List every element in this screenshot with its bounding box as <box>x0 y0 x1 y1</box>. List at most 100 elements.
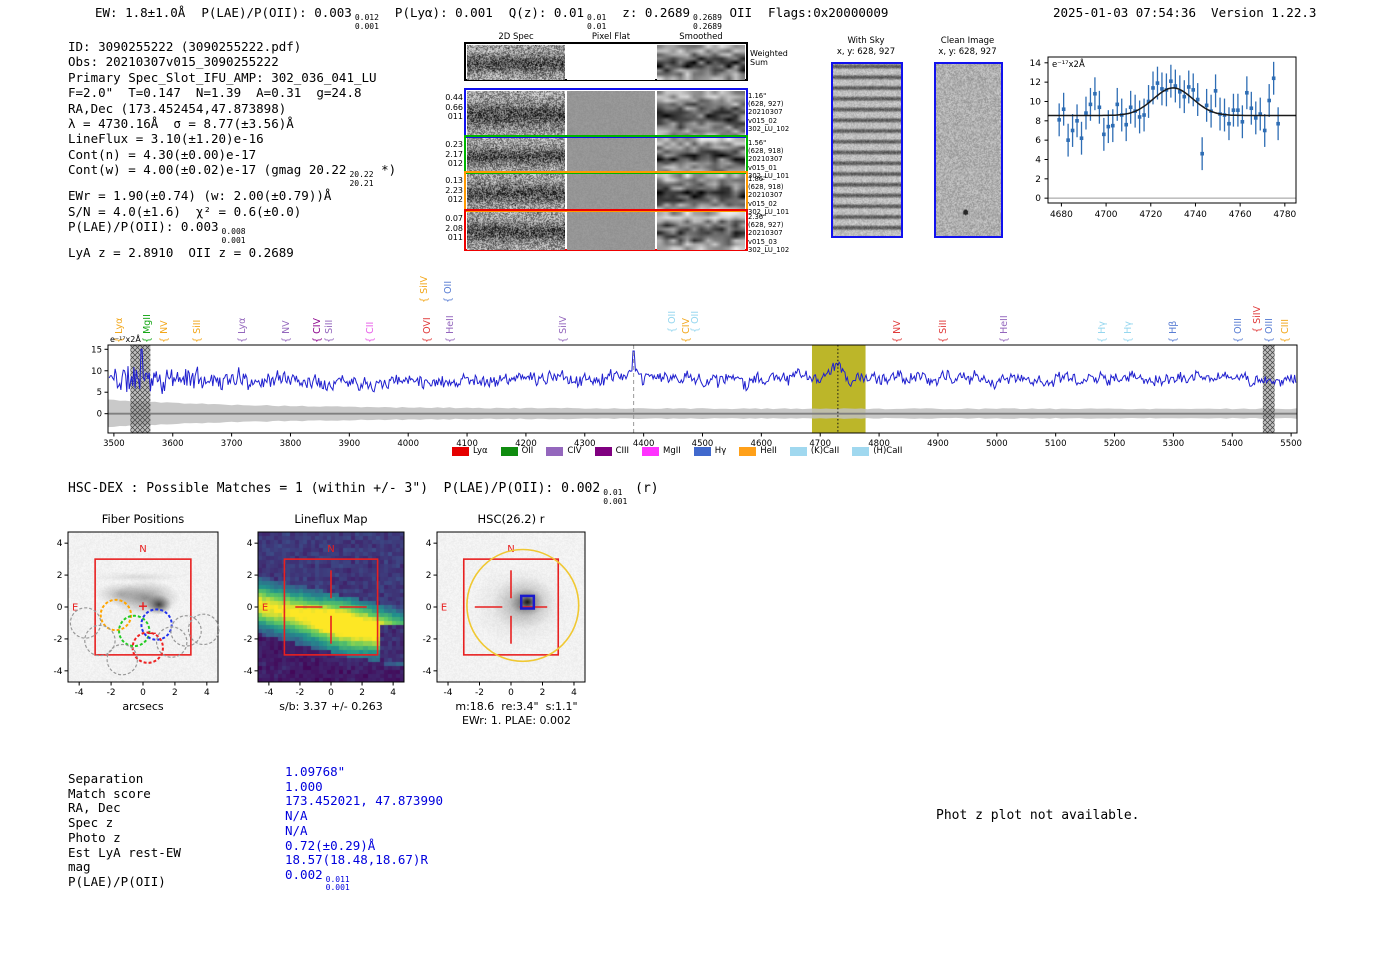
info-line-4: RA,Dec (173.452454,47.873898) <box>68 100 287 116</box>
y-tick-label: -2 <box>423 635 432 645</box>
data-point <box>1128 105 1133 110</box>
cutout-row-border-3 <box>464 171 748 212</box>
line-label-OVI: { OVI <box>422 317 434 343</box>
cutout-right-labels-2: 1.56" (628, 918) 20210307 v015_01 302_LU_101 <box>748 139 800 180</box>
lineflux-map-panel: Lineflux Map -4 -4 -2 -2 0 0 2 2 4 4 N E s/b: 3.37 … <box>242 510 420 735</box>
match-value-0: 1.09768" <box>285 764 346 779</box>
legend-item-MgII: MgII <box>642 446 681 456</box>
cutout-right-label: (628, 918) <box>748 183 784 192</box>
legend-swatch <box>642 446 660 456</box>
full-spectrum-plot: 3500 3600 3700 3800 3900 4000 4100 4200 4300 4400… <box>60 265 1350 465</box>
cutout-left-label: 0.44 <box>445 93 463 102</box>
y-tick-label: 0 <box>97 410 102 420</box>
cutout-right-label: 302_LU_102 <box>748 124 790 133</box>
cutout-row-border-2 <box>464 135 748 174</box>
legend-item-CIV: CIV <box>546 446 582 456</box>
data-point <box>1066 138 1070 142</box>
cutout-image-r2c0 <box>467 138 565 173</box>
ifu-box <box>283 558 379 656</box>
value-uncertainty: 0.008 0.001 <box>222 228 246 245</box>
cutout-row-border-4 <box>464 209 748 251</box>
legend-swatch <box>500 446 518 456</box>
legend-label: MgII <box>663 446 681 456</box>
value-uncertainty: 0.011 0.001 <box>325 875 350 893</box>
line-label-NV: { NV <box>280 320 292 343</box>
header-part-0: EW: 1.8±1.0Å <box>95 5 186 20</box>
cutout-left-label: 012 <box>447 195 463 204</box>
y-tick-label: 2 <box>1035 175 1041 185</box>
gaussian-fit-curve <box>1048 87 1296 117</box>
x-tick-label: 4100 <box>456 439 478 449</box>
info-line-9: EWr = 1.90(±0.74) (w: 2.00(±0.79))Å <box>68 188 332 204</box>
match-label-6: mag <box>68 859 91 875</box>
cutout-right-label: (628, 927) <box>748 100 784 109</box>
data-point <box>1106 124 1111 129</box>
uncertainty-lower: 0.01 <box>587 21 607 31</box>
legend-label: CIII <box>615 446 630 456</box>
x-tick-label: 5200 <box>1104 439 1126 449</box>
data-point <box>1249 106 1254 111</box>
line-label-MgII: { MgII <box>141 314 153 343</box>
cutout-image-r1c2 <box>657 91 745 137</box>
data-point <box>1093 91 1097 96</box>
cutout-image-r0c1 <box>567 45 655 80</box>
line-fit-zoom-svg: 4680 4700 4720 4740 4760 4780 0 2 4 6 8 10 12 14 e⁻¹⁷x… <box>1030 56 1297 220</box>
col-header-2dspec: 2D Spec <box>498 32 534 42</box>
data-point <box>1267 98 1271 103</box>
x-tick-label: 4720 <box>1139 210 1162 220</box>
y-tick-label: -4 <box>54 667 63 677</box>
x-tick-label: 2 <box>540 688 546 698</box>
legend-swatch <box>852 446 870 456</box>
masked-band-hatch <box>130 345 151 433</box>
cutout-left-label: 011 <box>447 233 463 242</box>
line-label-OII: { OII <box>666 310 678 333</box>
cutout-left-labels-1: 0.44 0.66 011 <box>440 93 463 122</box>
data-point <box>1124 122 1128 127</box>
x-tick-label: 4680 <box>1050 210 1073 220</box>
uncertainty-lower: 0.001 <box>325 883 350 893</box>
data-point <box>1169 79 1173 83</box>
y-tick-label: 0 <box>426 603 432 613</box>
y-tick-label: 10 <box>1030 97 1042 107</box>
header-part-2: P(Lyα): 0.001 <box>394 5 493 20</box>
uncertainty-lower: 0.2689 <box>693 21 722 31</box>
header-part-3: Q(z): 0.01 0.01 0.01 <box>508 5 607 31</box>
line-label-OII: { OII <box>689 310 701 333</box>
data-point <box>1173 84 1178 88</box>
uncertainty-lower: 20.21 <box>349 178 374 188</box>
hsc-caption-2: EWr: 1. PLAE: 0.002 <box>461 714 572 727</box>
data-point <box>1204 103 1209 108</box>
legend-label: OII <box>521 446 534 456</box>
info-line-12: LyA z = 2.8910 OII z = 0.2689 <box>68 245 294 261</box>
data-point <box>1231 108 1236 112</box>
fiber-circle-5 <box>84 624 116 657</box>
ifu-box <box>462 558 560 656</box>
spectrum-legend: Lyα OII CIV CIII MgII Hγ HeII (K)CaII (H)CaII <box>452 446 902 456</box>
x-tick-label: 4700 <box>809 439 831 449</box>
data-point <box>1182 94 1187 99</box>
y-tick-label: 2 <box>426 571 432 581</box>
y-tick-label: 15 <box>91 345 102 355</box>
compass-east-label: E <box>441 603 447 614</box>
y-tick-label: 0 <box>57 603 63 613</box>
x-tick-label: 0 <box>328 688 334 698</box>
header-summary-line: EW: 1.8±1.0Å P(LAE)/P(OII): 0.003 0.012 0.0… <box>95 5 904 31</box>
y-tick-label: 0 <box>247 603 253 613</box>
line-label-NV: { NV <box>891 320 903 343</box>
col-header-smoothed: Smoothed <box>679 32 723 42</box>
cutout-right-labels-1: 1.16" (628, 927) 20210307 v015_02 302_LU_102 <box>748 92 800 133</box>
line-label-SiII: { SiII <box>937 319 949 343</box>
legend-item-Hγ: Hγ <box>693 446 726 456</box>
fiber-circle-7 <box>155 626 188 658</box>
cutout-image-r3c0 <box>467 174 565 211</box>
data-point <box>1079 136 1084 141</box>
cutout-right-label: v015_03 <box>748 237 778 246</box>
x-tick-label: 4760 <box>1229 210 1252 220</box>
x-tick-label: 4 <box>204 688 210 698</box>
cutout-right-label: 1.86" <box>748 175 767 183</box>
cutout-image-r3c1 <box>567 174 655 211</box>
x-tick-label: 4600 <box>751 439 773 449</box>
fiber-circle-8 <box>170 615 202 647</box>
info-line-2: Primary Spec_Slot_IFU_AMP: 302_036_041_L… <box>68 69 377 85</box>
aperture-circle <box>466 548 580 663</box>
